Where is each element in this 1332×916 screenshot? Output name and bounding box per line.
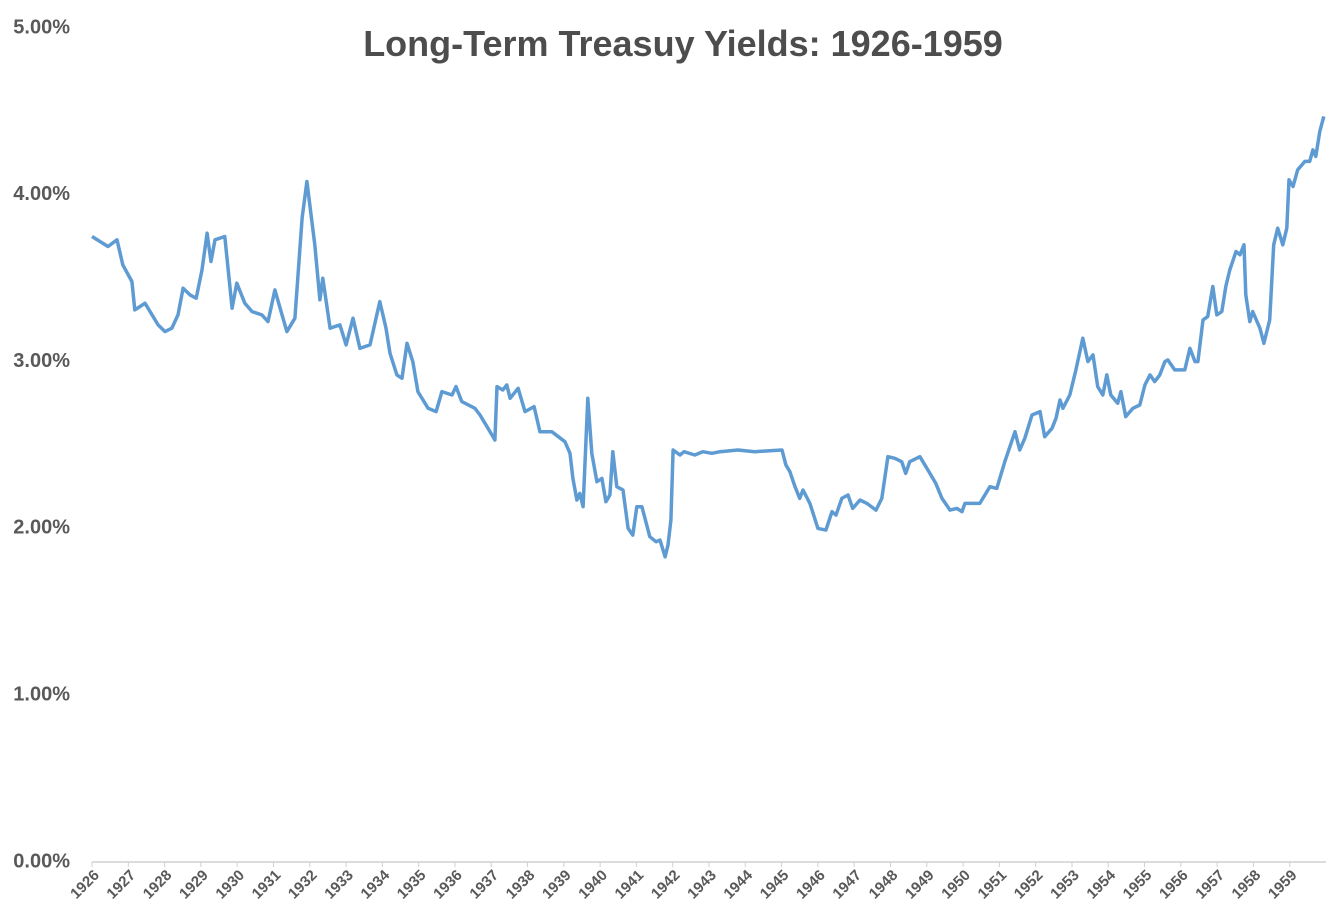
x-tick-label: 1941 — [612, 867, 648, 903]
x-tick-label: 1946 — [793, 867, 829, 903]
x-tick-label: 1947 — [829, 867, 865, 903]
y-tick-label: 5.00% — [13, 16, 70, 38]
x-tick-label: 1944 — [721, 866, 757, 902]
x-tick-label: 1937 — [466, 867, 502, 903]
x-tick-label: 1940 — [575, 867, 611, 903]
x-tick-label: 1948 — [866, 867, 902, 903]
x-tick-label: 1952 — [1011, 867, 1047, 903]
x-tick-label: 1932 — [285, 867, 321, 903]
y-tick-label: 3.00% — [13, 350, 70, 372]
y-tick-label: 1.00% — [13, 683, 70, 705]
x-tick-label: 1930 — [212, 867, 248, 903]
x-tick-label: 1956 — [1156, 867, 1192, 903]
y-tick-label: 2.00% — [13, 517, 70, 539]
x-tick-label: 1955 — [1120, 867, 1156, 903]
yield-line — [91, 115, 1326, 559]
x-tick-label: 1953 — [1047, 867, 1083, 903]
x-tick-label: 1958 — [1229, 867, 1265, 903]
x-tick-label: 1926 — [67, 867, 103, 903]
y-tick-label: 4.00% — [13, 183, 70, 205]
x-tick-label: 1927 — [104, 867, 140, 903]
x-tick-label: 1935 — [394, 867, 430, 903]
x-tick-label: 1942 — [648, 867, 684, 903]
chart-title: Long-Term Treasuy Yields: 1926-1959 — [363, 23, 1003, 64]
x-tick-label: 1934 — [358, 866, 394, 902]
x-tick-label: 1936 — [430, 867, 466, 903]
x-tick-label: 1950 — [938, 867, 974, 903]
x-tick-label: 1949 — [902, 867, 938, 903]
x-tick-label: 1928 — [140, 867, 176, 903]
x-tick-label: 1945 — [757, 867, 793, 903]
x-tick-label: 1943 — [684, 867, 720, 903]
x-tick-label: 1931 — [249, 867, 285, 903]
x-tick-label: 1957 — [1192, 867, 1228, 903]
y-tick-label: 0.00% — [13, 850, 70, 872]
x-tick-label: 1933 — [321, 867, 357, 903]
x-tick-label: 1954 — [1083, 866, 1119, 902]
x-tick-label: 1939 — [539, 867, 575, 903]
x-tick-label: 1929 — [176, 867, 212, 903]
x-tick-label: 1951 — [975, 867, 1011, 903]
x-tick-label: 1959 — [1265, 867, 1301, 903]
x-tick-label: 1938 — [503, 867, 539, 903]
